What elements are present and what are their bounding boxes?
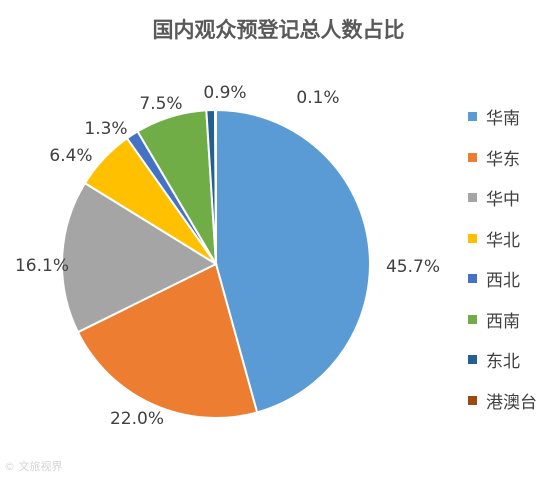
legend-swatch [468,112,477,121]
legend-label: 华中 [486,190,520,210]
legend-label: 华东 [486,149,520,170]
pct-label-华东: 22.0% [110,409,164,429]
legend-swatch [468,395,477,405]
legend-label: 华南 [486,109,520,129]
legend-swatch [468,152,477,162]
pie-slices [61,108,371,419]
pie-slice-港澳台 [214,108,217,265]
legend-swatch [468,314,477,324]
pct-label-港澳台: 0.1% [296,88,339,108]
chart-title: 国内观众预登记总人数占比 [152,18,405,42]
pie-percent-labels: 45.7% 22.0% 16.1% 6.4% 1.3% 7.5% 0.9% 0.1% [15,83,440,429]
watermark: © 文旅视界 [4,460,63,473]
legend-label: 西南 [486,311,520,332]
pct-label-华南: 45.7% [386,257,440,277]
legend-swatch [468,274,477,283]
legend-label: 港澳台 [486,392,537,413]
pct-label-西南: 7.5% [139,94,182,114]
legend-label: 东北 [486,352,520,372]
pct-label-华北: 6.4% [49,146,92,166]
legend-swatch [468,355,477,364]
pie-slice-华南 [215,108,371,414]
pie-slice-华东 [76,262,259,419]
legend-swatch [468,193,477,202]
pct-label-华中: 16.1% [15,256,69,276]
pct-label-东北: 0.9% [203,83,246,103]
legend-label: 西北 [486,271,520,291]
legend-swatch [468,233,477,243]
pie-slice-华中 [61,181,219,334]
pct-label-西北: 1.3% [84,119,127,139]
legend-label: 华北 [486,230,520,251]
